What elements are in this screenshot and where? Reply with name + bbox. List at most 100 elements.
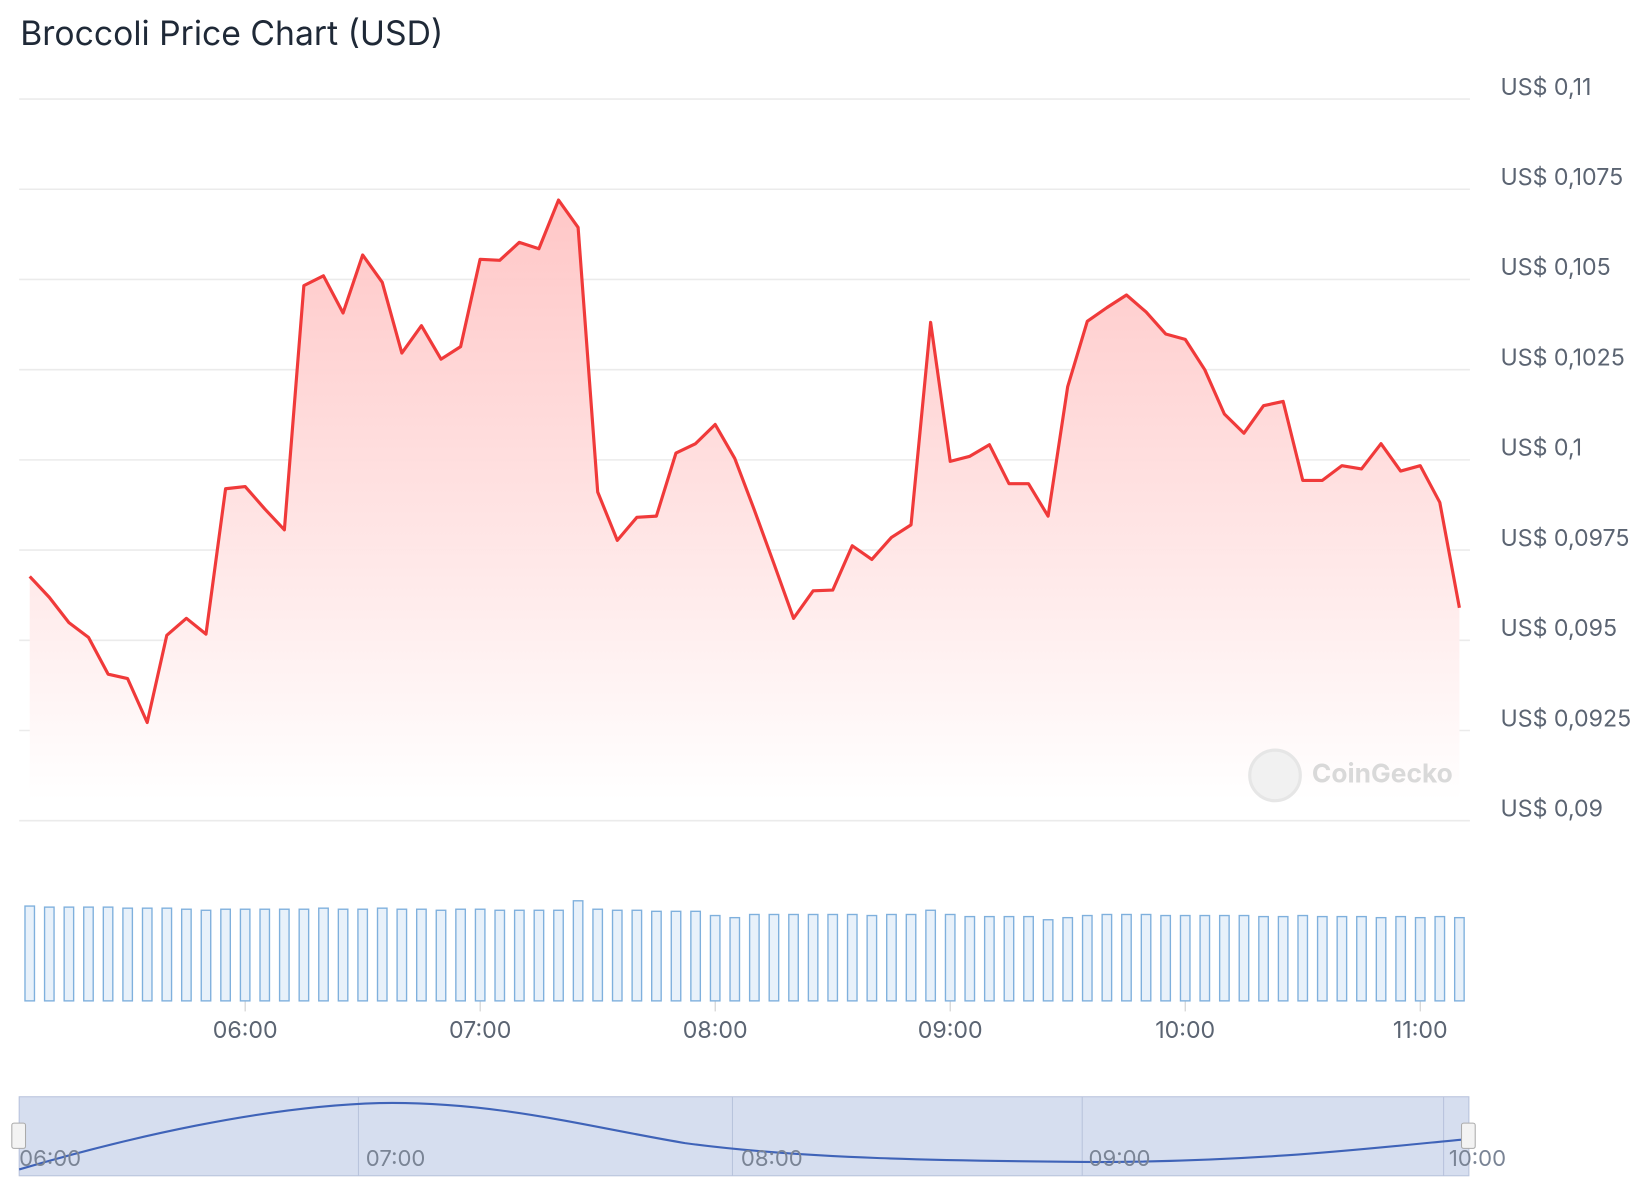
volume-bar — [827, 913, 839, 1002]
volume-bar — [474, 908, 486, 1002]
volume-bar — [748, 913, 760, 1002]
y-tick-label: US$ 0,095 — [1500, 614, 1617, 642]
volume-bar — [886, 913, 897, 1002]
volume-bar — [1062, 916, 1074, 1002]
volume-bar — [572, 900, 584, 1002]
volume-bar — [63, 906, 75, 1002]
volume-bar — [709, 914, 721, 1002]
volume-bar — [1453, 916, 1465, 1002]
volume-bar — [1238, 914, 1250, 1002]
volume-bar — [435, 909, 447, 1002]
volume-bar — [102, 906, 114, 1002]
volume-bar — [690, 910, 702, 1002]
area — [29, 200, 1460, 801]
volume-bar — [788, 913, 799, 1002]
volume-bar — [239, 908, 251, 1002]
y-tick-label: US$ 0,1025 — [1500, 343, 1624, 371]
volume-bar — [1179, 914, 1191, 1002]
x-tick-label: 11:00 — [1393, 1016, 1448, 1044]
volume-bar — [846, 913, 858, 1002]
volume-bar — [1003, 915, 1015, 1002]
volume-bar — [415, 908, 427, 1002]
volume-bar — [278, 908, 290, 1002]
volume-bar — [1160, 914, 1172, 1002]
volume-bar — [964, 915, 976, 1002]
volume-bar — [396, 908, 408, 1002]
volume-bar — [122, 907, 134, 1002]
volume-bar — [925, 909, 937, 1002]
chart-title: Broccoli Price Chart (USD) — [20, 13, 443, 54]
volume-bar — [1414, 916, 1426, 1002]
volume-bar — [866, 914, 878, 1002]
volume-bar — [1434, 915, 1446, 1002]
navigator[interactable] — [18, 1096, 1470, 1177]
volume-bar — [1356, 915, 1367, 1002]
volume-bar — [259, 908, 271, 1002]
y-tick-label: US$ 0,105 — [1500, 253, 1610, 281]
volume-bar — [220, 908, 231, 1002]
watermark-text: CoinGecko — [1312, 758, 1453, 790]
volume-bar — [611, 909, 623, 1002]
volume-bar — [1218, 914, 1230, 1002]
navigator-label: 08:00 — [741, 1146, 803, 1172]
volume-bar — [1140, 913, 1152, 1002]
volume-bar — [318, 907, 329, 1002]
volume-bar — [1277, 915, 1289, 1002]
volume-bar — [1199, 914, 1211, 1002]
volume-bar — [337, 908, 349, 1002]
volume-bar — [494, 909, 506, 1002]
y-tick-label: US$ 0,0975 — [1500, 524, 1629, 552]
navigator-label: 07:00 — [366, 1146, 426, 1172]
volume-bar — [651, 910, 662, 1002]
volume-bar — [298, 908, 310, 1002]
volume-bar — [631, 909, 643, 1002]
volume-bar — [24, 905, 36, 1002]
volume-bar — [1375, 916, 1387, 1002]
watermark: CoinGecko — [1248, 748, 1453, 803]
volume-bar — [1258, 915, 1269, 1002]
volume-bar — [983, 915, 995, 1002]
x-tick-label: 08:00 — [683, 1016, 748, 1044]
volume-bar — [553, 909, 564, 1002]
volume-bar — [1395, 915, 1407, 1002]
y-tick-label: US$ 0,1 — [1500, 434, 1582, 462]
navigator-handle[interactable] — [1460, 1122, 1476, 1149]
volume-bar — [43, 906, 55, 1002]
volume-bar — [944, 913, 956, 1002]
volume-bar — [1101, 913, 1113, 1002]
volume-bar — [1121, 913, 1132, 1002]
x-tick-label: 09:00 — [918, 1016, 983, 1044]
y-tick-label: US$ 0,0925 — [1500, 704, 1631, 732]
volume-bar — [180, 908, 192, 1002]
x-tick-label: 06:00 — [213, 1016, 278, 1044]
x-tick-label: 07:00 — [449, 1016, 511, 1044]
volume-bar — [1336, 915, 1348, 1002]
navigator-label: 06:00 — [19, 1146, 81, 1172]
navigator-label: 10:00 — [1449, 1146, 1506, 1172]
navigator-line — [18, 1101, 1469, 1171]
y-tick-label: US$ 0,11 — [1500, 73, 1591, 101]
volume-bar — [455, 908, 467, 1002]
volume-bar — [905, 913, 917, 1002]
navigator-label: 09:00 — [1089, 1146, 1151, 1172]
volume-bar — [729, 916, 741, 1002]
volume-bar — [1042, 919, 1054, 1002]
volume-bar — [807, 913, 819, 1002]
y-tick-label: US$ 0,1075 — [1500, 163, 1623, 191]
navigator-handle[interactable] — [11, 1122, 27, 1149]
volume-bar — [1023, 915, 1034, 1002]
volume-bar — [376, 907, 388, 1002]
volume-bar — [83, 906, 94, 1002]
volume-bar — [670, 910, 682, 1002]
volume-bar — [161, 907, 173, 1002]
volume-bar — [768, 913, 780, 1002]
volume-bar — [592, 908, 604, 1002]
volume-bar — [1297, 914, 1309, 1002]
volume-bar — [513, 909, 525, 1002]
x-tick-label: 10:00 — [1155, 1016, 1215, 1044]
y-tick-label: US$ 0,09 — [1500, 795, 1603, 823]
volume-bar — [533, 909, 545, 1002]
volume-bar — [1081, 914, 1093, 1002]
volume-bar — [357, 908, 369, 1002]
